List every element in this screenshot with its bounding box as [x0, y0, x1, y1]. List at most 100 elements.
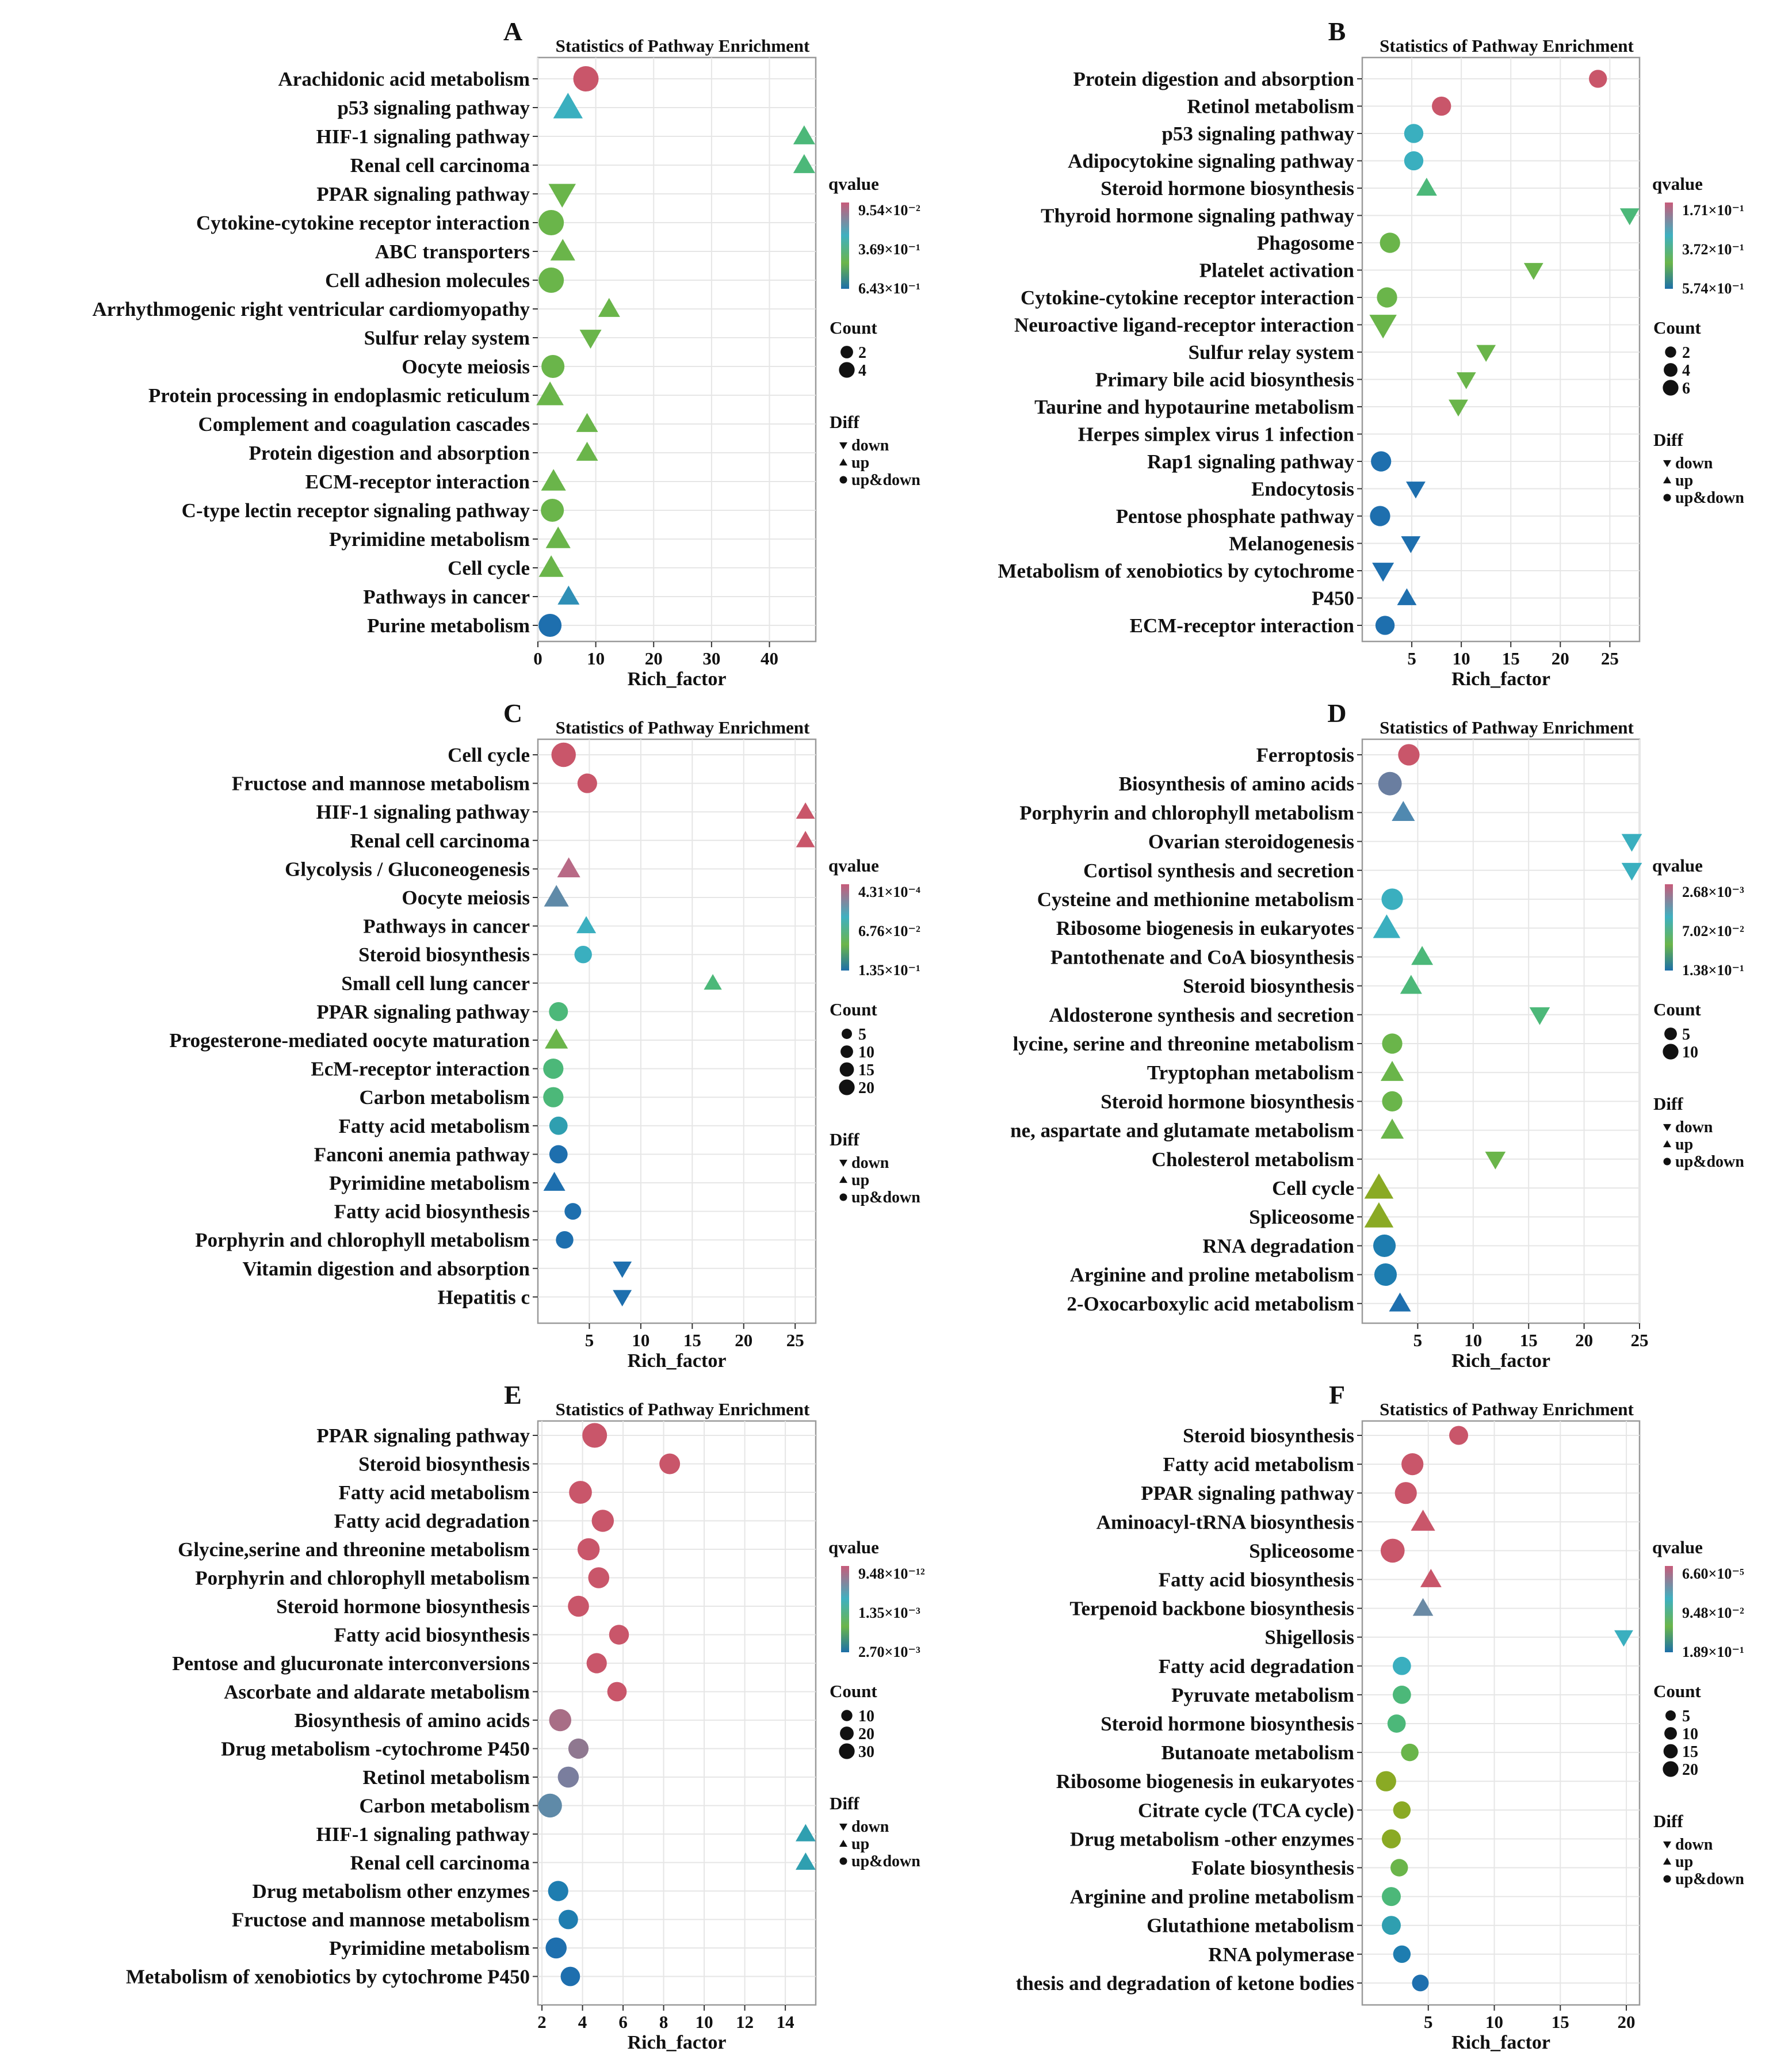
diff-legend-label: up: [1675, 1136, 1693, 1153]
x-tick-label: 25: [786, 1330, 804, 1350]
data-point: [1449, 399, 1468, 417]
pathway-label: Purine metabolism: [367, 614, 530, 637]
panel-title: Statistics of Pathway Enrichment: [556, 717, 810, 738]
pathway-label: Pyruvate metabolism: [1171, 1684, 1354, 1706]
data-point: [1449, 1426, 1469, 1445]
pathway-label: Cell cycle: [1272, 1177, 1354, 1200]
panel-letter: A: [503, 17, 522, 46]
data-point: [1401, 1453, 1424, 1476]
qvalue-colorbar: [841, 884, 849, 971]
pathway-label: Cell cycle: [448, 744, 530, 766]
pathway-label: Progesterone-mediated oocyte maturation: [169, 1029, 530, 1052]
qvalue-label: 1.38×10⁻¹: [1682, 962, 1744, 979]
pathway-label: Steroid hormone biosynthesis: [276, 1595, 530, 1618]
data-point: [1621, 834, 1642, 852]
pathway-label: Arachidonic acid metabolism: [278, 68, 530, 90]
data-point: [1373, 1234, 1396, 1257]
plot-frame: [1361, 1420, 1641, 2006]
x-tick-label: 15: [1520, 1330, 1538, 1350]
qvalue-colorbar: [1665, 203, 1673, 289]
pathway-label: Fatty acid degradation: [1159, 1655, 1354, 1678]
pathway-label: Hepatitis c: [438, 1286, 530, 1308]
count-legend-dot: [839, 1062, 854, 1077]
data-point: [1529, 1007, 1550, 1025]
data-point: [1523, 263, 1543, 280]
data-point: [1394, 1482, 1417, 1504]
data-point: [549, 1002, 568, 1021]
data-point: [793, 125, 815, 144]
count-legend-dot: [842, 1029, 852, 1039]
plot-frame: [537, 1420, 817, 2006]
qvalue-label: 3.69×10⁻¹: [858, 241, 920, 258]
legend-diff-title: Diff: [830, 1793, 859, 1813]
data-point: [1392, 1656, 1411, 1675]
data-point: [659, 1453, 681, 1474]
pathway-label: Pyrimidine metabolism: [329, 1937, 530, 1959]
diff-legend-symbol: [1663, 494, 1671, 502]
pathway-label: Spliceosome: [1249, 1540, 1354, 1562]
qvalue-label: 4.31×10⁻⁴: [858, 884, 920, 900]
data-point: [1401, 1743, 1419, 1762]
diff-legend-label: up: [851, 1835, 869, 1853]
pathway-label: PPAR signaling pathway: [316, 183, 530, 205]
data-point: [1404, 151, 1424, 171]
data-point: [549, 1709, 572, 1732]
pathway-label: Glycolysis / Gluconeogenesis: [285, 858, 530, 880]
pathway-label: ECM-receptor interaction: [1130, 614, 1354, 637]
data-point: [548, 1881, 568, 1901]
data-point: [538, 210, 564, 235]
pathway-label: Renal cell carcinoma: [350, 830, 530, 852]
qvalue-label: 1.89×10⁻¹: [1682, 1644, 1744, 1660]
qvalue-label: 9.48×10⁻²: [1682, 1605, 1744, 1621]
count-legend-dot: [1663, 1744, 1678, 1759]
pathway-label: Primary bile acid biosynthesis: [1095, 369, 1354, 391]
pathway-label: Pentose and glucuronate interconversions: [172, 1652, 530, 1675]
legend-diff-title: Diff: [1653, 1811, 1683, 1831]
data-point: [1401, 536, 1421, 553]
data-point: [796, 1852, 816, 1870]
count-legend-dot: [839, 1743, 855, 1759]
x-axis-label: Rich_factor: [1451, 668, 1550, 690]
pathway-label: Fructose and mannose metabolism: [232, 1909, 530, 1931]
diff-legend-symbol: [1663, 1140, 1672, 1148]
qvalue-label: 9.54×10⁻²: [858, 202, 920, 219]
data-point: [588, 1567, 610, 1588]
pathway-label: Rap1 signaling pathway: [1147, 450, 1354, 473]
data-point: [1390, 1859, 1408, 1877]
data-point: [1400, 975, 1422, 994]
data-point: [1378, 771, 1402, 796]
count-legend-label: 20: [858, 1079, 874, 1097]
qvalue-colorbar: [841, 1566, 849, 1652]
data-point: [549, 1116, 568, 1135]
x-tick-label: 25: [1601, 648, 1619, 668]
pathway-label: Fatty acid metabolism: [339, 1115, 530, 1137]
pathway-label: Butanoate metabolism: [1161, 1741, 1354, 1764]
pathway-label: ABC transporters: [375, 240, 530, 263]
qvalue-colorbar: [1665, 1566, 1673, 1652]
qvalue-label: 1.35×10⁻³: [858, 1605, 920, 1621]
count-legend-label: 10: [1682, 1044, 1698, 1061]
panel-letter: E: [504, 1380, 522, 1409]
diff-legend-label: down: [851, 437, 889, 454]
panel-title: Statistics of Pathway Enrichment: [1380, 36, 1634, 56]
data-point: [1393, 1801, 1411, 1819]
pathway-label: Neuroactive ligand-receptor interaction: [1014, 314, 1354, 337]
pathway-label: Cytokine-cytokine receptor interaction: [196, 212, 530, 234]
data-point: [1364, 1173, 1394, 1199]
legend-qvalue-title: qvalue: [1652, 855, 1703, 876]
legend-qvalue-title: qvalue: [1652, 1537, 1703, 1557]
data-point: [536, 381, 564, 406]
data-point: [793, 154, 815, 173]
pathway-label: Arrhythmogenic right ventricular cardiom…: [92, 298, 530, 320]
data-point: [1393, 1945, 1411, 1964]
pathway-label: Ovarian steroidogenesis: [1148, 831, 1354, 853]
data-point: [1372, 563, 1394, 582]
pathway-label: Spliceosome: [1249, 1206, 1354, 1228]
pathway-label: Pathways in cancer: [363, 586, 530, 608]
legend-count-title: Count: [1653, 999, 1701, 1019]
legend-qvalue-title: qvalue: [1652, 174, 1703, 194]
pathway-label: Taurine and hypotaurine metabolism: [1034, 396, 1354, 418]
data-point: [1380, 1118, 1404, 1139]
